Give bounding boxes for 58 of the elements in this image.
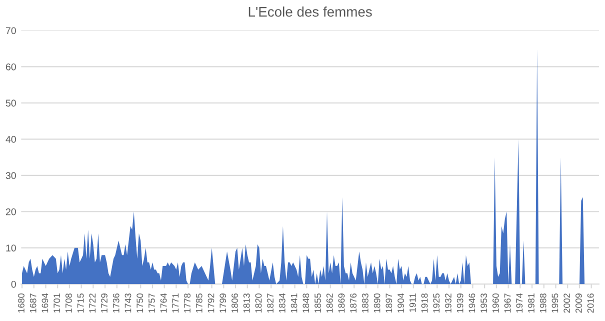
x-tick-label: 1932 bbox=[445, 294, 452, 313]
x-tick-label: 1911 bbox=[409, 294, 416, 312]
x-tick-label: 1918 bbox=[421, 294, 428, 313]
y-tick-label: 10 bbox=[6, 244, 16, 252]
x-tick-label: 1883 bbox=[362, 294, 368, 313]
x-tick-label: 1890 bbox=[374, 293, 380, 313]
x-tick-label: 1995 bbox=[552, 293, 558, 313]
y-tick-label: 0 bbox=[11, 280, 16, 288]
x-tick-label: 1876 bbox=[350, 294, 357, 313]
x-tick-label: 1701 bbox=[54, 294, 60, 313]
x-tick-label: 1974 bbox=[516, 293, 523, 313]
x-tick-label: 2016 bbox=[587, 294, 594, 313]
x-tick-label: 1855 bbox=[314, 293, 321, 313]
x-tick-label: 1967 bbox=[504, 294, 511, 313]
y-tick-label: 50 bbox=[6, 100, 16, 107]
x-tick-label: 1729 bbox=[101, 294, 108, 313]
x-tick-label: 1841 bbox=[290, 294, 298, 313]
x-tick-label: 1953 bbox=[480, 294, 488, 313]
y-tick-label: 40 bbox=[6, 136, 16, 143]
x-tick-label: 1764 bbox=[160, 293, 167, 313]
y-tick-label: 70 bbox=[6, 27, 16, 34]
x-tick-label: 1820 bbox=[255, 293, 262, 313]
x-tick-label: 1757 bbox=[148, 294, 155, 313]
x-tick-label: 1792 bbox=[208, 294, 214, 313]
x-tick-label: 1827 bbox=[267, 294, 274, 313]
x-tick-label: 1750 bbox=[136, 293, 144, 313]
x-tick-label: 1960 bbox=[492, 293, 499, 313]
x-tick-label: 1708 bbox=[65, 294, 72, 313]
x-tick-label: 1834 bbox=[278, 293, 286, 313]
x-tick-label: 1715 bbox=[77, 293, 84, 313]
x-tick-label: 1988 bbox=[540, 294, 546, 313]
x-tick-label: 2009 bbox=[575, 294, 582, 313]
x-tick-label: 1694 bbox=[42, 293, 48, 313]
x-tick-label: 1813 bbox=[243, 294, 250, 313]
x-tick-label: 1736 bbox=[112, 294, 120, 313]
x-tick-label: 1778 bbox=[184, 294, 190, 313]
y-tick-label: 30 bbox=[6, 172, 16, 180]
x-tick-label: 1925 bbox=[433, 293, 440, 313]
x-tick-label: 1939 bbox=[456, 294, 464, 313]
x-tick-label: 1687 bbox=[30, 294, 36, 313]
x-tick-label: 1897 bbox=[386, 294, 392, 313]
x-tick-label: 1848 bbox=[302, 294, 310, 313]
x-tick-label: 1722 bbox=[89, 294, 96, 313]
x-tick-label: 1904 bbox=[398, 293, 404, 313]
y-tick-label: 60 bbox=[6, 63, 16, 70]
x-tick-label: 1785 bbox=[196, 293, 202, 313]
x-tick-label: 1981 bbox=[528, 294, 534, 313]
x-tick-label: 1806 bbox=[232, 294, 238, 313]
x-tick-label: 1680 bbox=[18, 293, 24, 313]
x-tick-label: 1771 bbox=[172, 294, 179, 313]
x-tick-label: 2002 bbox=[564, 294, 570, 313]
x-tick-label: 1743 bbox=[124, 294, 132, 313]
x-tick-label: 1862 bbox=[326, 294, 333, 313]
x-tick-label: 1799 bbox=[220, 294, 226, 313]
x-tick-label: 1946 bbox=[468, 294, 476, 313]
chart-title: L'Ecole des femmes bbox=[248, 6, 372, 17]
y-tick-label: 20 bbox=[6, 208, 16, 216]
x-tick-label: 1869 bbox=[338, 294, 345, 313]
